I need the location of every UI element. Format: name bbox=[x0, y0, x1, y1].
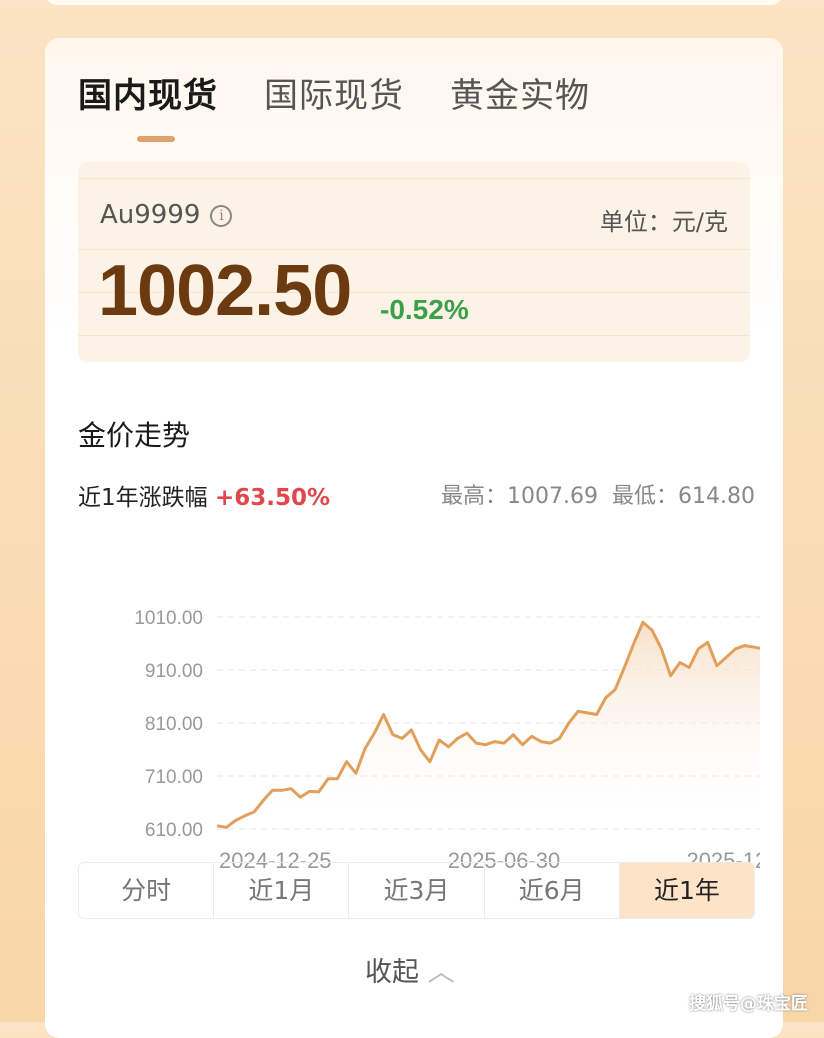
area-fill bbox=[217, 622, 760, 829]
y-tick-label: 710.00 bbox=[145, 767, 203, 788]
unit-label: 单位：元/克 bbox=[599, 208, 728, 236]
quote-code: Au9999 i bbox=[100, 200, 233, 230]
tab-domestic-spot[interactable]: 国内现货 bbox=[78, 76, 218, 116]
high-low: 最高：1007.69 最低：614.80 bbox=[441, 478, 755, 510]
y-tick-label: 610.00 bbox=[145, 820, 203, 841]
range-1-year[interactable]: 近1年 bbox=[619, 863, 754, 918]
high-value: 最高：1007.69 bbox=[441, 484, 599, 509]
y-tick-label: 910.00 bbox=[145, 661, 203, 682]
x-tick-label: 2025-06-30 bbox=[448, 848, 561, 873]
previous-card bbox=[45, 0, 783, 5]
price-change: -0.52% bbox=[380, 294, 469, 325]
chevron-up-icon: ︿ bbox=[427, 957, 455, 988]
change-value: +63.50% bbox=[214, 485, 331, 511]
quote-panel: Au9999 i 单位：元/克 1002.50 -0.52% bbox=[78, 162, 750, 362]
low-value: 最低：614.80 bbox=[612, 484, 755, 509]
range-3-months[interactable]: 近3月 bbox=[349, 863, 485, 918]
section-title: 金价走势 bbox=[78, 419, 191, 452]
y-tick-label: 810.00 bbox=[145, 714, 203, 735]
tab-physical-gold[interactable]: 黄金实物 bbox=[450, 76, 590, 116]
range-6-months[interactable]: 近6月 bbox=[485, 863, 620, 918]
quote-code-text: Au9999 bbox=[100, 200, 201, 230]
range-intraday[interactable]: 分时 bbox=[79, 863, 215, 918]
x-tick-label: 2024-12-25 bbox=[219, 848, 332, 873]
market-tabs: 国内现货 国际现货 黄金实物 bbox=[78, 68, 590, 117]
range-selector: 分时 近1月 近3月 近6月 近1年 bbox=[78, 862, 755, 919]
tab-international-spot[interactable]: 国际现货 bbox=[264, 76, 404, 116]
range-1-month[interactable]: 近1月 bbox=[214, 863, 350, 918]
y-tick-label: 1010.00 bbox=[134, 608, 203, 629]
collapse-label: 收起 bbox=[365, 957, 419, 988]
current-price: 1002.50 bbox=[98, 251, 352, 331]
price-trend-chart: 1010.00 910.00 810.00 710.00 610.00 2024-12-2… bbox=[134, 608, 760, 873]
gold-price-card: 国内现货 国际现货 黄金实物 Au9999 i 单位：元/克 1002.50 -0… bbox=[45, 38, 783, 1038]
info-icon[interactable]: i bbox=[210, 205, 233, 227]
collapse-button[interactable]: 收起 ︿ bbox=[365, 950, 455, 989]
trend-stats: 近1年涨跌幅 +63.50% 最高：1007.69 最低：614.80 bbox=[78, 478, 755, 512]
change-label: 近1年涨跌幅 bbox=[78, 485, 208, 511]
price-line bbox=[216, 620, 760, 829]
active-tab-indicator bbox=[137, 136, 175, 142]
watermark: 搜狐号@珠宝匠 bbox=[689, 994, 808, 1014]
